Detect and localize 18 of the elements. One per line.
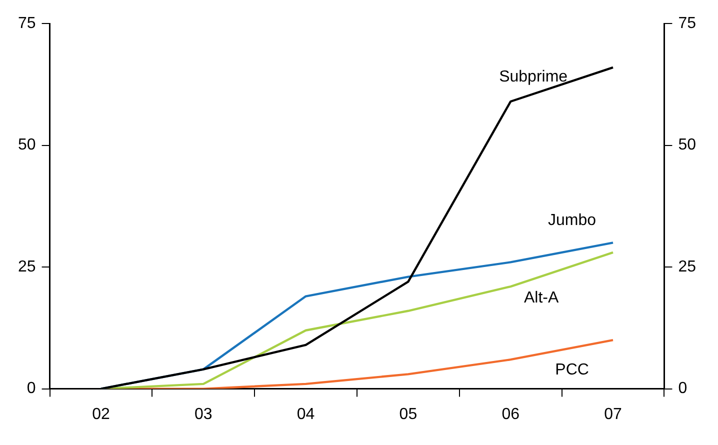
y-tick-label: 25 [18,258,36,276]
y-tick-label: 75 [18,15,36,32]
series-label: Alt-A [524,290,559,307]
x-tick-label: 07 [604,406,622,423]
y-tick-label: 0 [26,380,36,398]
y-tick-label: 50 [18,136,36,154]
y2-tick-label: 50 [678,136,696,154]
x-tick-label: 03 [194,406,212,423]
series-label: Subprime [499,68,568,86]
x-tick-label: 04 [296,406,315,423]
series-label: PCC [555,361,589,378]
y2-tick-label: 25 [678,258,696,276]
y2-tick-label: 75 [678,15,696,32]
y2-tick-label: 0 [678,380,688,398]
x-tick-label: 02 [92,406,110,423]
x-tick-label: 06 [502,406,520,423]
series-label: Jumbo [548,212,596,229]
x-tick-label: 05 [399,406,418,423]
